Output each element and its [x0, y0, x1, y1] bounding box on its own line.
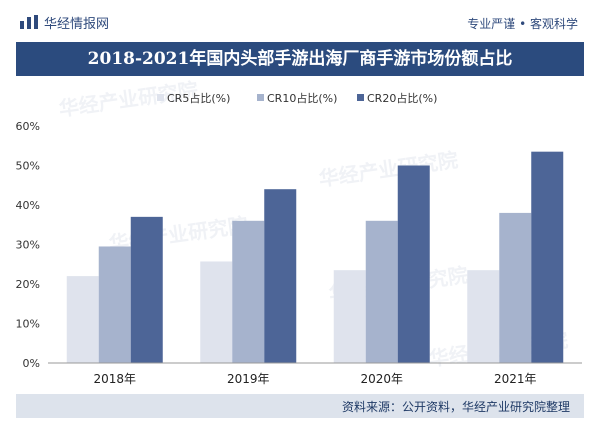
slogan: 专业严谨 • 客观科学 [467, 17, 578, 31]
y-tick-label: 10% [16, 318, 40, 331]
bar [200, 261, 233, 363]
chart-title: 2018-2021年国内头部手游出海厂商手游市场份额占比 [16, 42, 584, 76]
legend-label: CR20占比(%) [367, 91, 437, 105]
legend-swatch [357, 94, 364, 101]
bar [397, 165, 430, 363]
x-tick-label: 2019年 [227, 372, 270, 386]
bar [98, 246, 131, 363]
bar [531, 151, 564, 363]
brand-name: 华经情报网 [44, 16, 110, 32]
y-tick-label: 40% [16, 199, 40, 212]
bar [499, 212, 532, 363]
y-tick-label: 50% [16, 160, 40, 173]
x-tick-label: 2018年 [93, 372, 136, 386]
legend-label: CR10占比(%) [267, 91, 337, 105]
brand: 华经情报网 [20, 12, 109, 32]
x-tick-label: 2020年 [360, 372, 403, 386]
header: 华经情报网 专业严谨 • 客观科学 [0, 0, 600, 42]
bar [467, 270, 500, 363]
y-tick-label: 60% [16, 120, 40, 133]
y-tick-label: 30% [16, 239, 40, 252]
y-tick-label: 20% [16, 278, 40, 291]
source-note: 资料来源：公开资料，华经产业研究院整理 [341, 400, 570, 414]
bar [232, 220, 265, 363]
y-tick-label: 0% [23, 357, 40, 370]
x-tick-label: 2021年 [494, 372, 537, 386]
legend-swatch [257, 94, 264, 101]
footer: 资料来源：公开资料，华经产业研究院整理 [16, 394, 584, 418]
bar [66, 276, 99, 363]
watermark-text: 华经产业研究院 [317, 148, 459, 191]
bar [130, 216, 163, 363]
bar-chart-logo-icon [20, 15, 38, 29]
bar [365, 220, 398, 363]
bar-chart: 华经产业研究院华经产业研究院华经产业研究院华经产业研究院华经产业研究院CR5占比… [16, 78, 582, 386]
bar [264, 189, 297, 363]
legend-label: CR5占比(%) [167, 91, 230, 105]
bar [333, 270, 366, 363]
legend-swatch [157, 94, 164, 101]
